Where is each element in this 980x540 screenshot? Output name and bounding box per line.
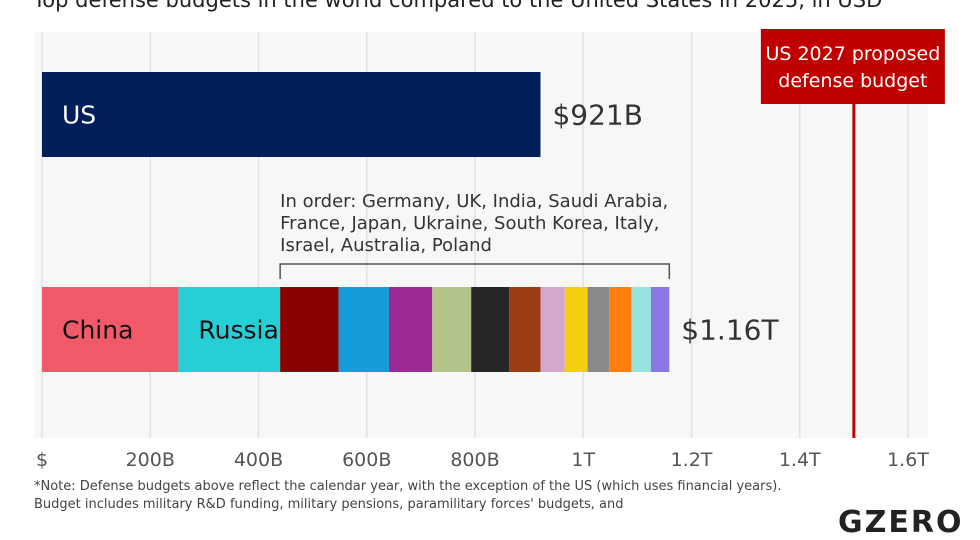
bar-segment bbox=[388, 287, 433, 372]
bar-segment bbox=[338, 287, 389, 372]
segment-label: US bbox=[62, 101, 96, 130]
x-tick-label: 1.6T bbox=[887, 449, 929, 471]
x-tick-label: 600B bbox=[342, 449, 391, 471]
x-tick-label: 400B bbox=[234, 449, 283, 471]
bar-segment bbox=[280, 287, 339, 372]
bracket-text: In order: Germany, UK, India, Saudi Arab… bbox=[280, 191, 668, 256]
segment-label: Russia bbox=[198, 316, 278, 345]
bar-segment bbox=[587, 287, 610, 372]
x-tick-label: 1.4T bbox=[779, 449, 821, 471]
bar-segment bbox=[42, 72, 541, 157]
x-tick-label: 800B bbox=[450, 449, 499, 471]
brand-logo: GZERO bbox=[838, 505, 964, 540]
x-axis-ticks: $200B 400B 600B 800B 1T 1.2T 1.4T 1.6T bbox=[36, 449, 929, 471]
reference-marker: US 2027 proposed defense budget bbox=[760, 29, 945, 438]
chart-title: Top defense budgets in the world compare… bbox=[33, 0, 883, 12]
defense-budget-chart: US $921B China Russia $1.16T In order: Germa… bbox=[34, 29, 945, 471]
bar-segment bbox=[178, 287, 281, 372]
bars bbox=[42, 72, 670, 372]
bar-segment bbox=[471, 287, 510, 372]
x-tick-label: $ bbox=[36, 449, 48, 471]
bar-segment bbox=[509, 287, 541, 372]
x-tick-label: 1T bbox=[571, 449, 595, 471]
bar-segment bbox=[650, 287, 670, 372]
bar-segment bbox=[42, 287, 179, 372]
bar-total-label: $1.16T bbox=[681, 314, 779, 347]
reference-callout-box bbox=[760, 29, 945, 104]
bar-segment bbox=[432, 287, 472, 372]
x-tick-label: 200B bbox=[126, 449, 175, 471]
x-tick-label: 1.2T bbox=[671, 449, 713, 471]
segment-label: China bbox=[62, 316, 133, 345]
bar-total-label: $921B bbox=[552, 99, 642, 132]
others-bracket: In order: Germany, UK, India, Saudi Arab… bbox=[279, 191, 671, 279]
bar-segment bbox=[564, 287, 588, 372]
reference-callout-label: US 2027 proposed defense budget bbox=[765, 43, 940, 92]
footnote: *Note: Defense budgets above reflect the… bbox=[34, 479, 782, 512]
bar-labels: US $921B China Russia $1.16T bbox=[62, 99, 779, 347]
bar-segment bbox=[540, 287, 565, 372]
bracket-line bbox=[279, 263, 671, 279]
bar-segment bbox=[609, 287, 632, 372]
bar-segment bbox=[631, 287, 651, 372]
